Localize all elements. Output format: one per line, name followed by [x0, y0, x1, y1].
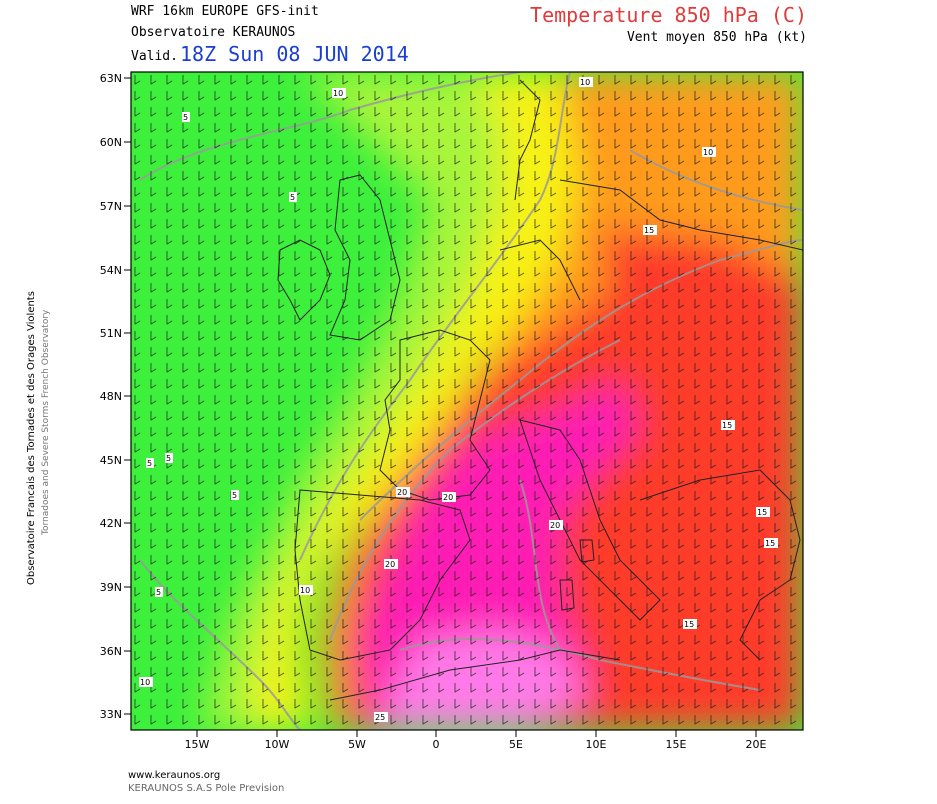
- latitude-axis: 63N 60N 57N 54N 51N 48N 45N 42N 39N 36N 33N: [100, 72, 131, 721]
- valid-date: 18Z Sun 08 JUN 2014: [180, 42, 409, 66]
- contour-label-bg: [683, 619, 697, 629]
- contour-label-bg: [299, 585, 313, 595]
- contour-label-bg: [139, 677, 153, 687]
- wind-barbs: [131, 72, 803, 730]
- contour-label: 15: [757, 508, 767, 517]
- contour-label-bg: [549, 520, 563, 530]
- contour-label-bg: [384, 559, 398, 569]
- lon-tick-label: 5W: [348, 738, 366, 751]
- contour-label: 20: [385, 560, 395, 569]
- contour-label: 15: [684, 620, 694, 629]
- footer-url[interactable]: www.keraunos.org: [128, 770, 221, 781]
- contour-label: 10: [300, 586, 310, 595]
- lat-tick-label: 33N: [100, 708, 122, 721]
- contour-label-bg: [756, 507, 770, 517]
- valid-prefix: Valid.: [131, 49, 178, 64]
- contour-label: 20: [550, 521, 560, 530]
- lat-tick-label: 60N: [100, 136, 122, 149]
- lon-tick-label: 5E: [509, 738, 523, 751]
- side-credit: Observatoire Francais des Tornades et de…: [6, 190, 54, 590]
- contour-label: 5: [166, 454, 171, 463]
- contour-label-bg: [165, 453, 173, 463]
- contour-labels: 10 10 10 5 5 5 5 5 5 15 15 15 15 15 20 20 20 20 25 10 10: [139, 77, 778, 722]
- lat-tick-label: 57N: [100, 200, 122, 213]
- map-frame: [130, 71, 804, 731]
- contour-label: 20: [443, 493, 453, 502]
- lat-tick-label: 63N: [100, 72, 122, 85]
- lat-tick-label: 39N: [100, 581, 122, 594]
- lat-tick-label: 42N: [100, 517, 122, 530]
- lon-tick-label: 15W: [185, 738, 210, 751]
- longitude-axis: 15W 10W 5W 0 5E 10E 15E 20E: [185, 730, 767, 751]
- lat-tick-label: 36N: [100, 645, 122, 658]
- temperature-field: [131, 72, 803, 730]
- lon-tick-label: 10E: [586, 738, 607, 751]
- contour-label: 25: [375, 713, 385, 722]
- contour-label-bg: [442, 492, 456, 502]
- contour-label: 10: [333, 89, 343, 98]
- lon-tick-label: 10W: [265, 738, 290, 751]
- contour-label-bg: [579, 77, 593, 87]
- side-credit-line2: Tornadoes and Severe Storms French Obser…: [41, 309, 51, 536]
- contour-label: 5: [147, 459, 152, 468]
- contour-label-bg: [332, 88, 346, 98]
- lat-tick-label: 48N: [100, 390, 122, 403]
- contour-label-bg: [289, 192, 297, 202]
- contour-label: 5: [156, 588, 161, 597]
- contour-label-bg: [702, 147, 716, 157]
- lon-tick-label: 15E: [666, 738, 687, 751]
- contour-label-bg: [374, 712, 388, 722]
- lat-tick-label: 54N: [100, 264, 122, 277]
- contour-label: 10: [140, 678, 150, 687]
- contour-label-bg: [721, 420, 735, 430]
- contour-label-bg: [146, 458, 154, 468]
- organization-title: Observatoire KERAUNOS: [131, 25, 296, 40]
- contour-label: 5: [290, 193, 295, 202]
- contour-label: 20: [397, 488, 407, 497]
- contour-label-bg: [396, 487, 410, 497]
- field-title: Temperature 850 hPa (C): [530, 3, 807, 27]
- contour-label: 15: [765, 539, 775, 548]
- contour-label: 10: [703, 148, 713, 157]
- contour-label: 5: [183, 113, 188, 122]
- contour-label: 15: [722, 421, 732, 430]
- contour-label-bg: [643, 225, 657, 235]
- side-credit-line1: Observatoire Francais des Tornades et de…: [26, 291, 37, 585]
- field-subtitle: Vent moyen 850 hPa (kt): [626, 30, 807, 45]
- lat-tick-label: 45N: [100, 454, 122, 467]
- contour-label-bg: [182, 112, 190, 122]
- contour-label-bg: [155, 587, 163, 597]
- contour-label: 10: [580, 78, 590, 87]
- model-title: WRF 16km EUROPE GFS-init: [131, 4, 319, 19]
- footer-credit: KERAUNOS S.A.S Pole Prevision: [128, 783, 285, 794]
- contour-label: 15: [644, 226, 654, 235]
- lat-tick-label: 51N: [100, 327, 122, 340]
- lon-tick-label: 0: [433, 738, 440, 751]
- contour-label: 5: [232, 491, 237, 500]
- contour-label-bg: [231, 490, 239, 500]
- lon-tick-label: 20E: [746, 738, 767, 751]
- contour-label-bg: [764, 538, 778, 548]
